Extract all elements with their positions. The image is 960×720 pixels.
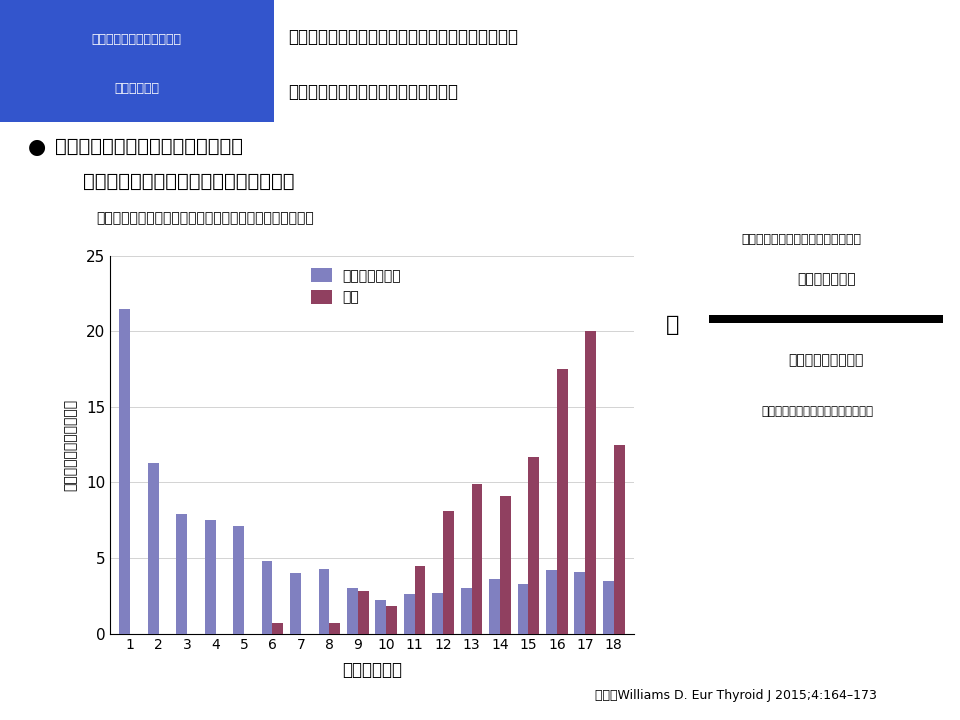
Bar: [177, 514, 187, 634]
Text: （各地域の発生数に占める、被ばく時年齢別の発生割合）: （各地域の発生数に占める、被ばく時年齢別の発生割合）: [97, 211, 315, 225]
Legend: チェルノブイリ, 福島: チェルノブイリ, 福島: [305, 263, 407, 310]
Bar: [709, 315, 943, 323]
Text: チェルノブイリ原発事故と東京電力福島第一原子力: チェルノブイリ原発事故と東京電力福島第一原子力: [288, 27, 518, 46]
Bar: [528, 456, 540, 634]
Bar: [233, 526, 244, 634]
Bar: [404, 594, 415, 634]
Bar: [444, 511, 454, 634]
Text: 小児甲状腺がんの被ばく時年齢頻度分布: 小児甲状腺がんの被ばく時年齢頻度分布: [83, 171, 295, 191]
Text: （福島：悪性ないし悪性疑い判定）: （福島：悪性ないし悪性疑い判定）: [761, 405, 873, 418]
Text: 甲状腺がん被ばく時年齢頻度（％）: 甲状腺がん被ばく時年齢頻度（％）: [741, 233, 862, 246]
Bar: [119, 308, 131, 634]
Bar: [290, 573, 300, 634]
Bar: [415, 566, 425, 634]
Bar: [319, 569, 329, 634]
Y-axis label: 被ばく時年齢頻度（％）: 被ばく時年齢頻度（％）: [64, 399, 78, 490]
Bar: [432, 593, 444, 634]
Text: 発電所事故との比較（被ばく時年齢）: 発電所事故との比較（被ばく時年齢）: [288, 83, 458, 101]
Bar: [204, 520, 216, 634]
Bar: [148, 463, 158, 634]
Text: 出典：Williams D. Eur Thyroid J 2015;4:164–173: 出典：Williams D. Eur Thyroid J 2015;4:164–…: [595, 689, 877, 702]
Bar: [517, 584, 528, 634]
Bar: [262, 561, 273, 634]
Bar: [471, 484, 482, 634]
Text: 各年齢の発生数: 各年齢の発生数: [797, 272, 855, 287]
Bar: [461, 588, 471, 634]
Bar: [603, 580, 613, 634]
Bar: [273, 623, 283, 634]
Bar: [546, 570, 557, 634]
Bar: [358, 591, 369, 634]
Text: 甲状腺被ばく: 甲状腺被ばく: [114, 81, 159, 94]
Bar: [375, 600, 386, 634]
Bar: [613, 444, 625, 634]
Bar: [386, 606, 397, 634]
Text: 全甲状腺がん発生数: 全甲状腺がん発生数: [788, 353, 864, 367]
Bar: [500, 496, 511, 634]
Bar: [490, 579, 500, 634]
Bar: [347, 588, 358, 634]
X-axis label: 被ばく時年齢: 被ばく時年齢: [342, 661, 402, 679]
Bar: [574, 572, 586, 634]
Text: ●: ●: [28, 137, 46, 157]
Bar: [0, 0, 274, 122]
Text: ＝: ＝: [666, 315, 680, 336]
Bar: [557, 369, 567, 634]
Bar: [586, 331, 596, 634]
Text: チェルノブイリと福島で観察された: チェルノブイリと福島で観察された: [56, 138, 243, 156]
Bar: [329, 623, 340, 634]
Text: 甲状腺に関する基礎的情報: 甲状腺に関する基礎的情報: [92, 32, 181, 45]
